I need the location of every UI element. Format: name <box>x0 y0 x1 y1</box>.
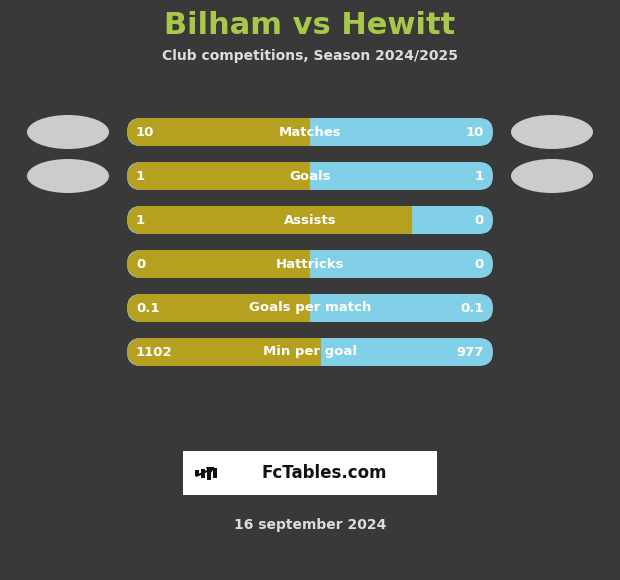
Text: 1: 1 <box>136 169 145 183</box>
Bar <box>141 118 310 146</box>
Text: Assists: Assists <box>284 213 336 227</box>
Bar <box>141 338 321 366</box>
Bar <box>201 469 205 477</box>
Text: Bilham vs Hewitt: Bilham vs Hewitt <box>164 10 456 39</box>
Text: Goals per match: Goals per match <box>249 302 371 314</box>
Bar <box>141 338 321 366</box>
Bar <box>183 451 437 495</box>
Ellipse shape <box>27 115 109 149</box>
FancyBboxPatch shape <box>127 162 493 190</box>
Bar <box>141 162 310 190</box>
Text: 0: 0 <box>475 258 484 270</box>
Bar <box>141 118 310 146</box>
Ellipse shape <box>27 159 109 193</box>
Text: 0: 0 <box>136 258 145 270</box>
Bar <box>207 466 211 480</box>
Text: Goals: Goals <box>289 169 331 183</box>
Text: FcTables.com: FcTables.com <box>261 464 387 482</box>
Text: 1102: 1102 <box>136 346 172 358</box>
Text: 0.1: 0.1 <box>136 302 159 314</box>
Text: 0.1: 0.1 <box>461 302 484 314</box>
Bar <box>141 250 310 278</box>
FancyBboxPatch shape <box>127 206 493 234</box>
Wedge shape <box>127 162 141 190</box>
Bar <box>141 206 412 234</box>
Bar <box>141 250 310 278</box>
Wedge shape <box>127 206 141 234</box>
Text: 0: 0 <box>475 213 484 227</box>
Text: 10: 10 <box>136 125 154 139</box>
Text: Club competitions, Season 2024/2025: Club competitions, Season 2024/2025 <box>162 49 458 63</box>
Wedge shape <box>127 338 141 366</box>
Wedge shape <box>127 250 141 278</box>
Wedge shape <box>127 118 141 146</box>
Text: 977: 977 <box>456 346 484 358</box>
FancyBboxPatch shape <box>127 118 493 146</box>
Bar <box>213 468 217 478</box>
Text: Min per goal: Min per goal <box>263 346 357 358</box>
Bar <box>141 206 412 234</box>
FancyBboxPatch shape <box>127 338 493 366</box>
Wedge shape <box>127 294 141 322</box>
Ellipse shape <box>511 115 593 149</box>
Bar <box>141 294 310 322</box>
Text: Matches: Matches <box>278 125 342 139</box>
FancyBboxPatch shape <box>127 250 493 278</box>
Text: 1: 1 <box>475 169 484 183</box>
Text: Hattricks: Hattricks <box>276 258 344 270</box>
Text: 16 september 2024: 16 september 2024 <box>234 518 386 532</box>
Bar <box>141 162 310 190</box>
FancyBboxPatch shape <box>127 294 493 322</box>
Bar <box>141 294 310 322</box>
Text: 1: 1 <box>136 213 145 227</box>
Bar <box>195 470 199 476</box>
Ellipse shape <box>511 159 593 193</box>
Text: 10: 10 <box>466 125 484 139</box>
